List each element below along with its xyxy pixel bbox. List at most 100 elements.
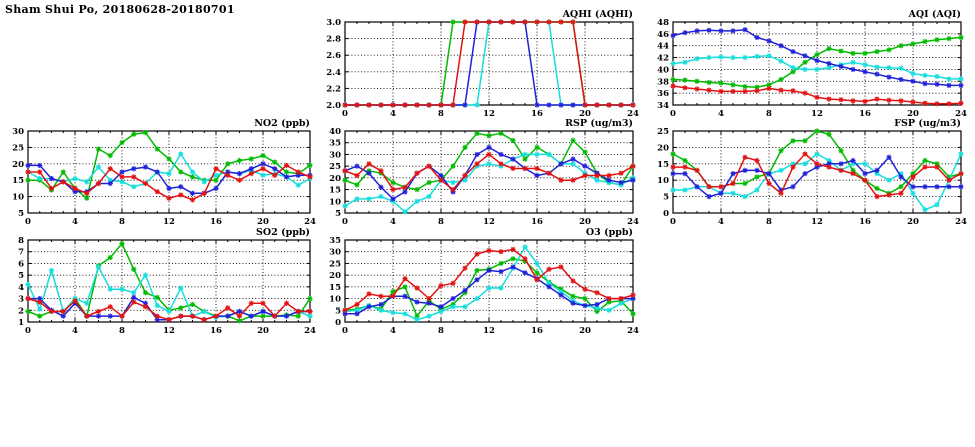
x-tick-label: 4 [390,109,396,119]
y-tick-label: 3.0 [326,18,341,28]
y-tick-label: 48 [657,18,669,28]
y-tick-label: 38 [657,77,669,87]
y-tick-label: 0 [335,318,341,328]
y-tick-label: 20 [657,143,669,153]
y-tick-label: 30 [12,127,24,137]
y-tick-label: 8 [18,236,24,246]
y-tick-label: 15 [657,160,669,170]
x-tick-label: 16 [859,217,871,227]
y-tick-label: 5 [663,193,669,203]
y-tick-label: 20 [329,271,341,281]
y-tick-label: 30 [329,150,341,160]
x-tick-label: 24 [955,217,967,227]
chart-title-so2: SO2 (ppb) [256,227,310,238]
y-tick-label: 2.8 [326,35,341,45]
y-tick-label: 35 [329,236,341,246]
y-tick-label: 40 [329,127,341,137]
y-tick-label: 2.0 [326,101,341,111]
green-series-markers [342,19,636,108]
x-tick-label: 0 [670,109,676,119]
y-tick-label: 10 [329,197,341,207]
y-tick-label: 5 [335,306,341,316]
y-tick-label: 15 [329,186,341,196]
y-tick-label: 42 [657,54,669,64]
x-tick-label: 16 [531,217,543,227]
x-tick-label: 0 [342,217,348,227]
y-tick-label: 2.2 [326,84,341,94]
y-tick-label: 2.6 [326,51,341,61]
x-tick-label: 4 [390,217,396,227]
y-tick-label: 30 [329,248,341,258]
y-tick-label: 44 [657,42,669,52]
red-series-markers [342,151,636,193]
x-tick-label: 12 [483,326,495,336]
x-tick-label: 12 [811,109,823,119]
x-tick-label: 20 [579,217,591,227]
blue-series-markers [342,19,636,108]
y-tick-label: 3 [18,295,24,305]
x-tick-label: 16 [531,109,543,119]
x-tick-label: 8 [438,109,444,119]
x-tick-label: 12 [163,326,175,336]
y-tick-label: 5 [18,271,24,281]
x-tick-label: 16 [531,326,543,336]
red-series-markers [25,162,313,203]
x-tick-label: 4 [390,326,396,336]
y-tick-label: 36 [657,89,669,99]
x-tick-label: 16 [210,326,222,336]
x-tick-label: 4 [72,326,78,336]
x-tick-label: 20 [257,217,269,227]
x-tick-label: 0 [25,217,31,227]
x-tick-label: 24 [627,217,639,227]
cyan-series-markers [342,19,636,108]
x-tick-label: 8 [766,109,772,119]
y-tick-label: 25 [12,143,24,153]
x-tick-label: 12 [483,217,495,227]
chart-title-aqhi: AQHI (AQHI) [562,9,633,20]
x-tick-label: 24 [955,109,967,119]
x-tick-label: 0 [670,217,676,227]
x-tick-label: 12 [163,217,175,227]
chart-title-aqi: AQI (AQI) [908,9,961,20]
y-tick-label: 25 [329,259,341,269]
x-tick-label: 0 [342,326,348,336]
y-tick-label: 5 [335,209,341,219]
chart-aqhi: 2.0 2.2 2.4 2.6 2.8 3.0 0 4 8 12 16 20 24 AQHI (AQHI) [326,9,639,119]
x-tick-label: 4 [72,217,78,227]
y-tick-label: 0 [663,209,669,219]
x-tick-label: 8 [438,217,444,227]
x-tick-label: 24 [627,326,639,336]
y-tick-label: 10 [657,176,669,186]
x-tick-label: 20 [579,326,591,336]
chart-title-fsp: FSP (ug/m3) [894,118,961,129]
chart-title-rsp: RSP (ug/m3) [565,118,633,129]
y-tick-label: 20 [329,174,341,184]
x-tick-label: 8 [119,326,125,336]
red-series-markers [25,295,313,323]
x-tick-label: 16 [859,109,871,119]
y-tick-label: 46 [657,30,669,40]
x-tick-label: 12 [483,109,495,119]
x-tick-label: 8 [438,326,444,336]
x-tick-label: 12 [811,217,823,227]
x-tick-label: 20 [907,217,919,227]
y-tick-label: 15 [12,176,24,186]
y-tick-label: 1 [18,318,24,328]
chart-title-o3: O3 (ppb) [586,227,633,238]
x-tick-label: 24 [627,109,639,119]
y-tick-label: 6 [18,259,24,269]
y-tick-label: 5 [18,209,24,219]
x-tick-label: 0 [342,109,348,119]
red-series-markers [670,83,964,107]
y-tick-label: 10 [329,295,341,305]
x-tick-label: 0 [25,326,31,336]
y-tick-label: 25 [657,127,669,137]
x-tick-label: 24 [304,217,316,227]
red-series-markers [670,151,964,200]
chart-title-no2: NO2 (ppb) [254,118,310,129]
green-series-markers [670,34,964,90]
